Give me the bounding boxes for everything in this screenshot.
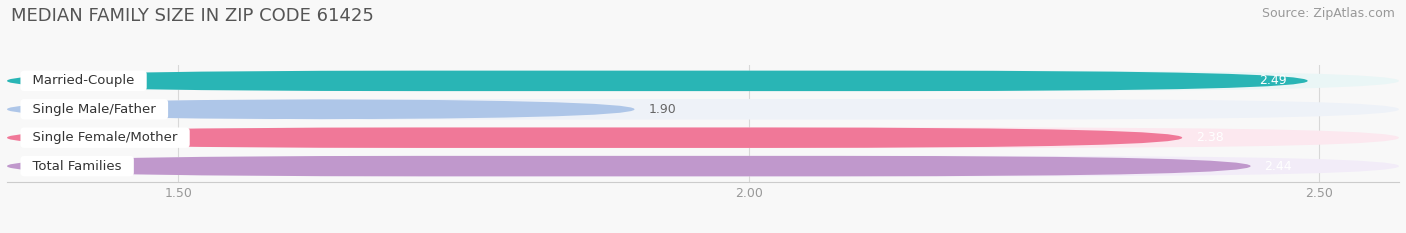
FancyBboxPatch shape [7, 99, 1399, 120]
FancyBboxPatch shape [7, 99, 634, 120]
FancyBboxPatch shape [7, 71, 1308, 91]
Text: 2.49: 2.49 [1260, 74, 1286, 87]
Text: Single Female/Mother: Single Female/Mother [24, 131, 186, 144]
Text: 2.38: 2.38 [1197, 131, 1223, 144]
Text: Source: ZipAtlas.com: Source: ZipAtlas.com [1261, 7, 1395, 20]
Text: Married-Couple: Married-Couple [24, 74, 143, 87]
FancyBboxPatch shape [7, 156, 1251, 176]
Text: MEDIAN FAMILY SIZE IN ZIP CODE 61425: MEDIAN FAMILY SIZE IN ZIP CODE 61425 [11, 7, 374, 25]
Text: Total Families: Total Families [24, 160, 131, 173]
Text: 2.44: 2.44 [1264, 160, 1292, 173]
FancyBboxPatch shape [7, 71, 1399, 91]
Text: 1.90: 1.90 [648, 103, 676, 116]
Text: Single Male/Father: Single Male/Father [24, 103, 165, 116]
FancyBboxPatch shape [7, 156, 1399, 176]
FancyBboxPatch shape [7, 127, 1399, 148]
FancyBboxPatch shape [7, 127, 1182, 148]
